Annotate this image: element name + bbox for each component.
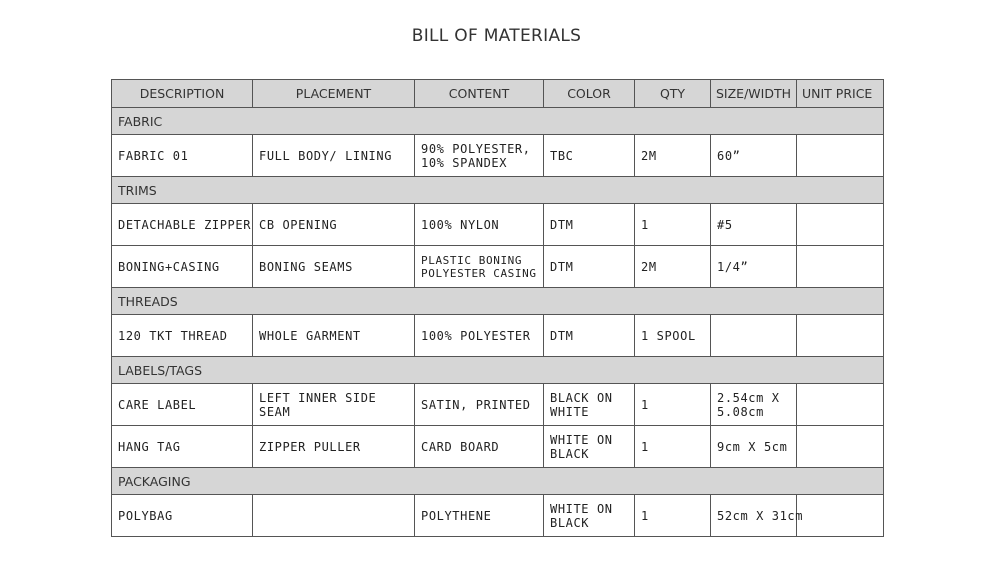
header-row: DESCRIPTION PLACEMENT CONTENT COLOR QTY … [111, 79, 884, 108]
cell-content: 100% NYLON [414, 203, 544, 246]
cell-qty: 1 [634, 425, 711, 468]
table-row: BONING+CASING BONING SEAMS PLASTIC BONIN… [111, 245, 884, 288]
cell-placement: CB OPENING [252, 203, 415, 246]
cell-description: BONING+CASING [111, 245, 253, 288]
section-row-trims: TRIMS [111, 176, 884, 204]
cell-price [796, 383, 884, 426]
document-title: BILL OF MATERIALS [411, 26, 582, 46]
cell-placement: ZIPPER PULLER [252, 425, 415, 468]
bill-of-materials-table: DESCRIPTION PLACEMENT CONTENT COLOR QTY … [111, 79, 884, 537]
section-row-packaging: PACKAGING [111, 467, 884, 495]
section-label: FABRIC [111, 107, 884, 135]
cell-size [710, 314, 797, 357]
cell-price [796, 203, 884, 246]
cell-color: DTM [543, 203, 635, 246]
cell-qty: 1 [634, 203, 711, 246]
cell-price [796, 494, 884, 537]
cell-description: POLYBAG [111, 494, 253, 537]
cell-price [796, 134, 884, 177]
cell-description: HANG TAG [111, 425, 253, 468]
cell-placement [252, 494, 415, 537]
cell-size: 1/4” [710, 245, 797, 288]
column-header-description: DESCRIPTION [111, 79, 253, 108]
cell-qty: 1 [634, 383, 711, 426]
cell-qty: 2M [634, 245, 711, 288]
cell-size: 9cm X 5cm [710, 425, 797, 468]
cell-qty: 1 SPOOL [634, 314, 711, 357]
cell-description: 120 TKT THREAD [111, 314, 253, 357]
section-label: PACKAGING [111, 467, 884, 495]
cell-color: DTM [543, 245, 635, 288]
cell-content: SATIN, PRINTED [414, 383, 544, 426]
cell-price [796, 314, 884, 357]
cell-color: BLACK ON WHITE [543, 383, 635, 426]
cell-color: WHITE ON BLACK [543, 425, 635, 468]
cell-qty: 2M [634, 134, 711, 177]
section-row-fabric: FABRIC [111, 107, 884, 135]
column-header-content: CONTENT [414, 79, 544, 108]
cell-content: 100% POLYESTER [414, 314, 544, 357]
cell-content: POLYTHENE [414, 494, 544, 537]
section-row-labels-tags: LABELS/TAGS [111, 356, 884, 384]
table-row: FABRIC 01 FULL BODY/ LINING 90% POLYESTE… [111, 134, 884, 177]
section-label: LABELS/TAGS [111, 356, 884, 384]
cell-size: #5 [710, 203, 797, 246]
table-row: POLYBAG POLYTHENE WHITE ON BLACK 1 52cm … [111, 494, 884, 537]
cell-size: 60” [710, 134, 797, 177]
cell-content: CARD BOARD [414, 425, 544, 468]
column-header-color: COLOR [543, 79, 635, 108]
cell-qty: 1 [634, 494, 711, 537]
cell-description: CARE LABEL [111, 383, 253, 426]
cell-content: 90% POLYESTER, 10% SPANDEX [414, 134, 544, 177]
cell-text: DETACHABLE ZIPPER [118, 217, 252, 232]
column-header-unit-price: UNIT PRICE [796, 79, 884, 108]
cell-placement: LEFT INNER SIDE SEAM [252, 383, 415, 426]
section-row-threads: THREADS [111, 287, 884, 315]
column-header-size-width: SIZE/WIDTH [710, 79, 797, 108]
section-label: TRIMS [111, 176, 884, 204]
cell-color: TBC [543, 134, 635, 177]
cell-description: DETACHABLE ZIPPER [111, 203, 253, 246]
column-header-qty: QTY [634, 79, 711, 108]
table-row: CARE LABEL LEFT INNER SIDE SEAM SATIN, P… [111, 383, 884, 426]
cell-content: PLASTIC BONING POLYESTER CASING [414, 245, 544, 288]
cell-color: WHITE ON BLACK [543, 494, 635, 537]
cell-size: 52cm X 31cm [710, 494, 802, 537]
cell-size: 2.54cm X 5.08cm [710, 383, 797, 426]
cell-color: DTM [543, 314, 635, 357]
cell-price [796, 245, 884, 288]
cell-placement: WHOLE GARMENT [252, 314, 415, 357]
cell-price [796, 425, 884, 468]
column-header-placement: PLACEMENT [252, 79, 415, 108]
cell-description: FABRIC 01 [111, 134, 253, 177]
section-label: THREADS [111, 287, 884, 315]
table-row: DETACHABLE ZIPPER CB OPENING 100% NYLON … [111, 203, 884, 246]
table-row: HANG TAG ZIPPER PULLER CARD BOARD WHITE … [111, 425, 884, 468]
cell-placement: FULL BODY/ LINING [252, 134, 415, 177]
cell-placement: BONING SEAMS [252, 245, 415, 288]
table-row: 120 TKT THREAD WHOLE GARMENT 100% POLYES… [111, 314, 884, 357]
